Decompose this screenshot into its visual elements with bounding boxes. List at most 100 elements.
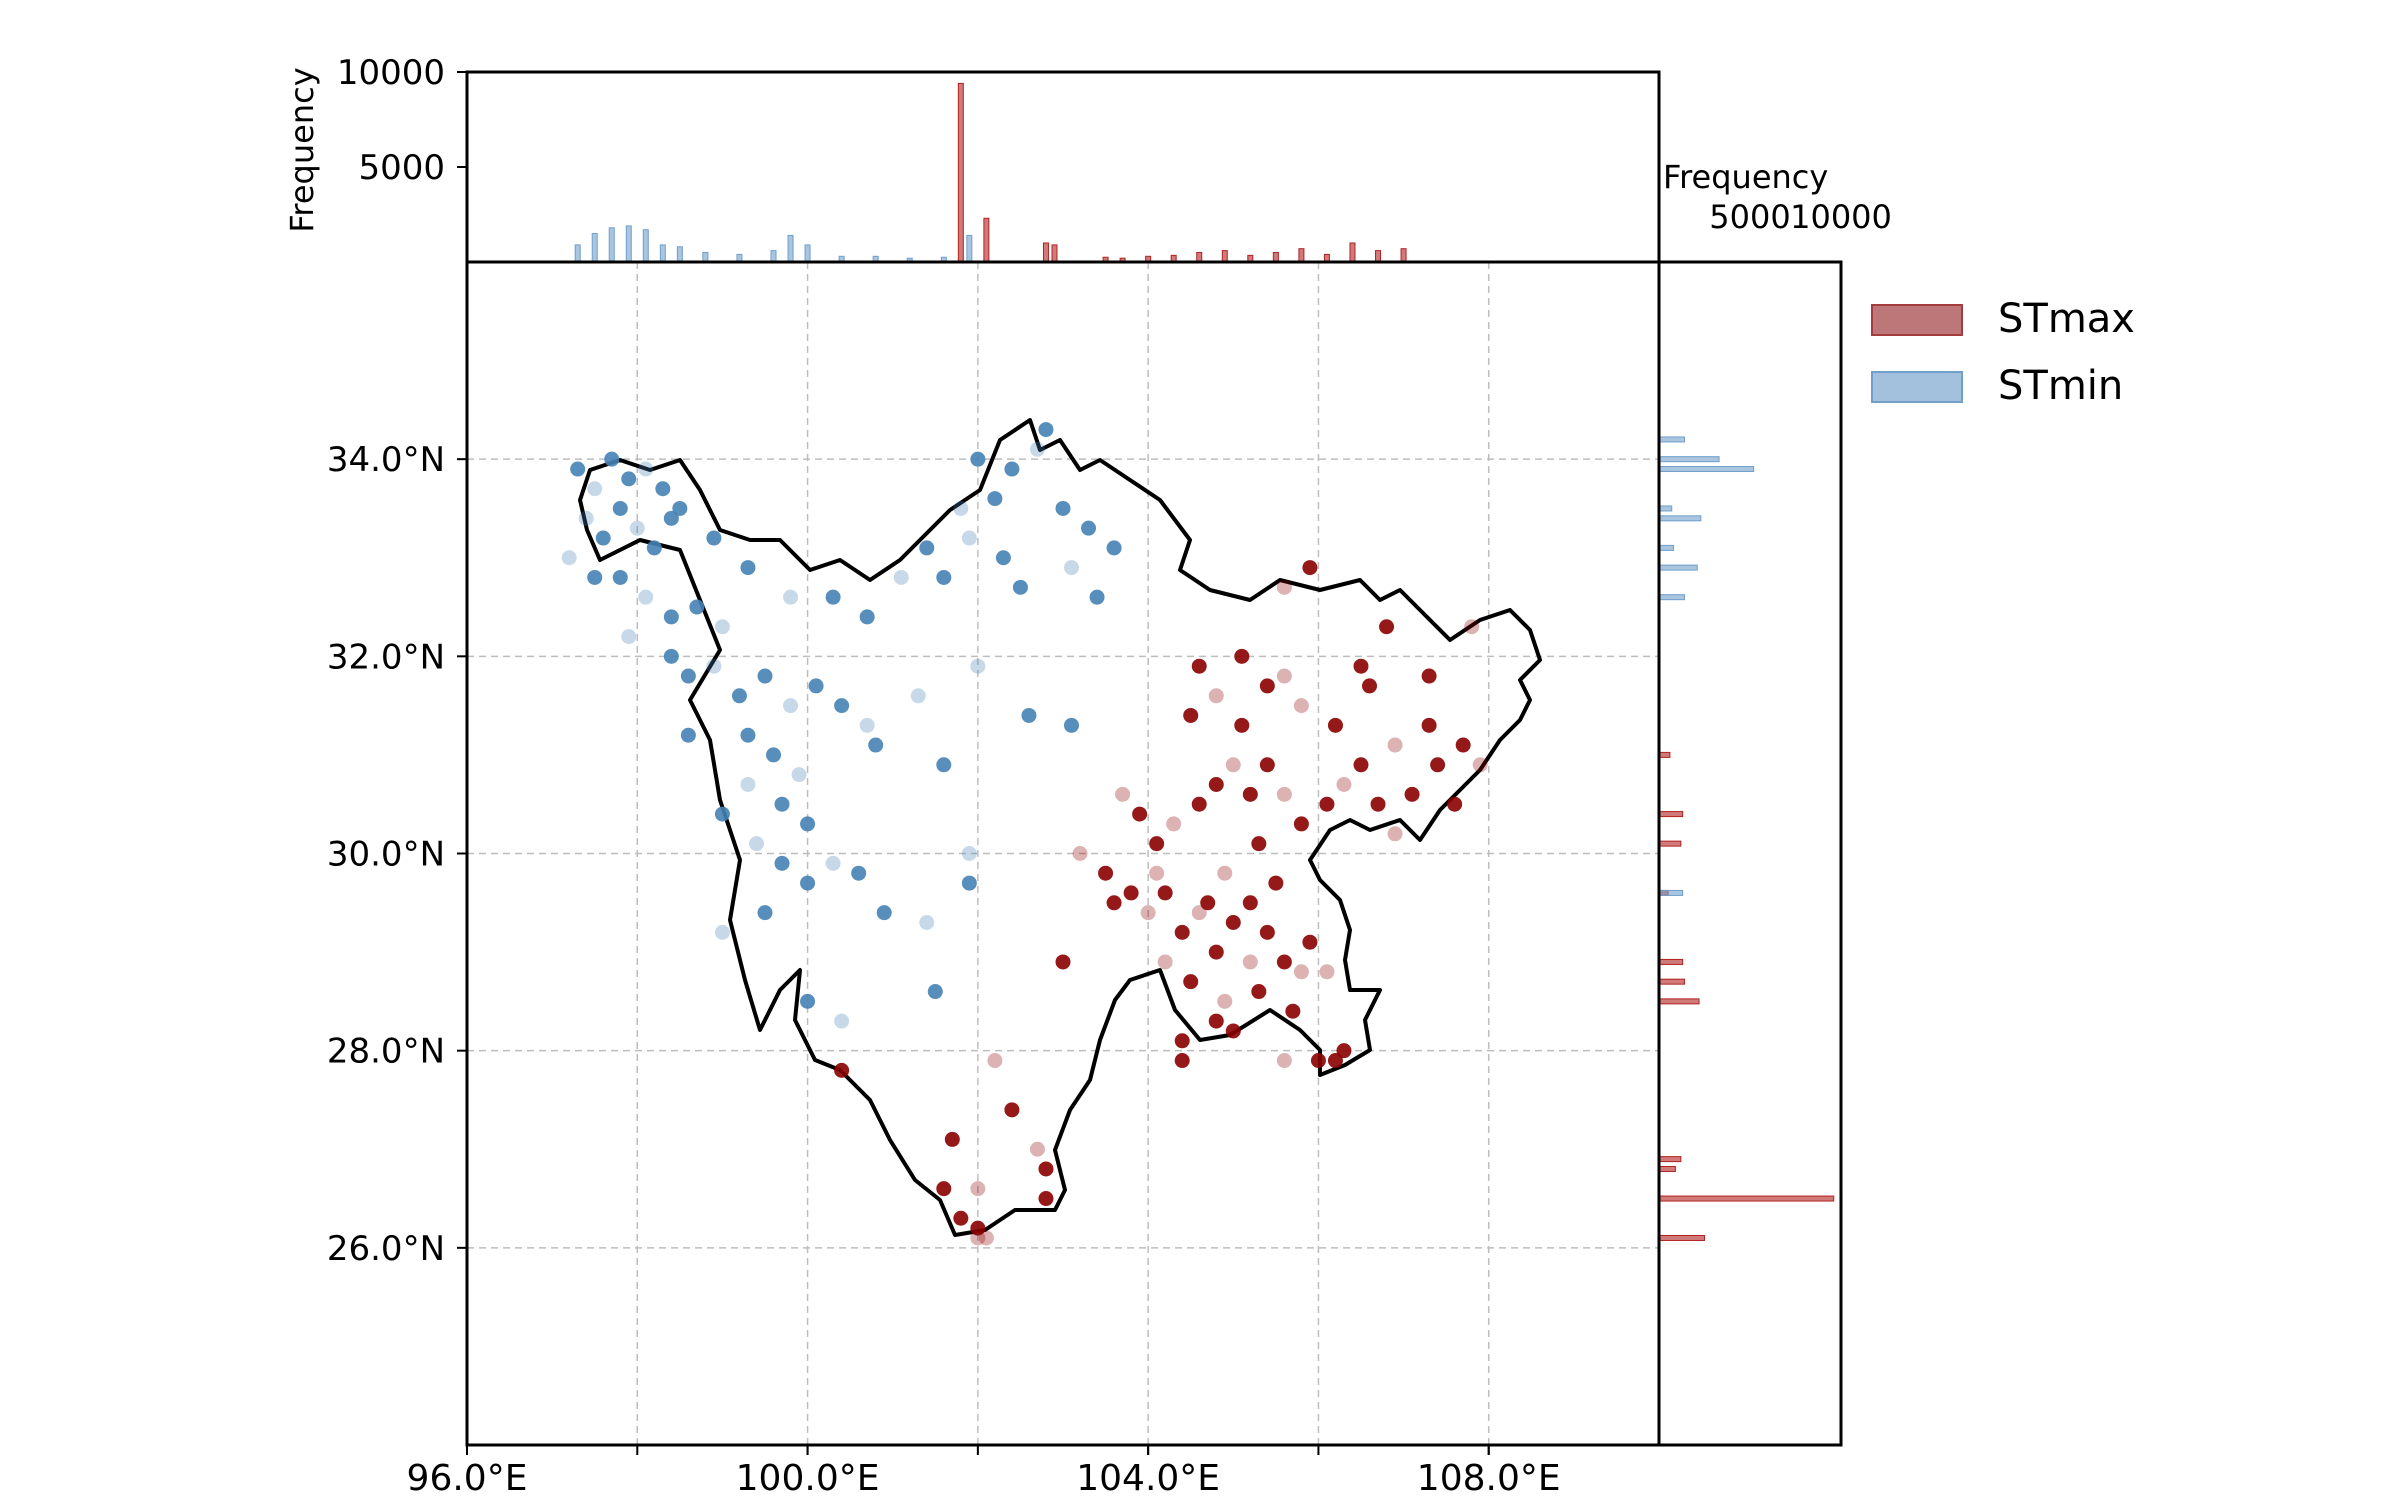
scatter-point-stmin <box>783 589 799 605</box>
scatter-point-stmax <box>1421 668 1437 684</box>
scatter-point-stmin <box>791 767 807 783</box>
scatter-point-stmax <box>1259 757 1275 773</box>
scatter-point-stmax <box>1191 905 1207 921</box>
scatter-point-stmin <box>612 569 628 585</box>
top-bar-stmin <box>804 244 811 263</box>
top-histogram-bars <box>574 82 1407 263</box>
scatter-point-stmin <box>587 481 603 497</box>
scatter-point-stmax <box>1362 678 1378 694</box>
scatter-point-stmin <box>757 668 773 684</box>
scatter-point-stmax <box>1157 954 1173 970</box>
x-tick-label: 108.0°E <box>1417 1458 1561 1499</box>
top-bar-stmax <box>1298 248 1305 263</box>
scatter-point-stmax <box>1421 717 1437 733</box>
scatter-point-stmin <box>689 599 705 615</box>
right-x-tick-label: 5000 <box>1709 198 1790 236</box>
top-bar-stmin <box>770 250 777 263</box>
right-bar-stmax <box>1658 1165 1676 1172</box>
scatter-point-stmin <box>1012 579 1028 595</box>
scatter-point-stmax <box>1353 757 1369 773</box>
scatter-point-stmin <box>774 855 790 871</box>
scatter-point-stmax <box>953 1210 969 1226</box>
scatter-point-stmax <box>1276 786 1292 802</box>
scatter-point-stmax <box>1447 796 1463 812</box>
scatter-point-stmax <box>1115 786 1131 802</box>
scatter-point-stmax <box>970 1181 986 1197</box>
scatter-point-stmin <box>919 540 935 556</box>
scatter-point-stmin <box>621 629 637 645</box>
scatter-point-stmax <box>1276 579 1292 595</box>
legend-swatch-stmax <box>1871 304 1963 336</box>
scatter-point-stmin <box>800 875 816 891</box>
scatter-point-stmin <box>893 569 909 585</box>
scatter-point-stmax <box>1191 796 1207 812</box>
scatter-point-stmax <box>936 1181 952 1197</box>
scatter-point-stmax <box>1404 786 1420 802</box>
scatter-point-stmax <box>1242 786 1258 802</box>
top-bar-stmin <box>676 246 683 263</box>
x-tick-label: 96.0°E <box>407 1458 528 1499</box>
top-bar-stmin <box>642 229 649 263</box>
scatter-point-stmax <box>1259 924 1275 940</box>
scatter-point-stmin <box>961 875 977 891</box>
top-histogram: 5000 10000 Frequency <box>283 53 1661 264</box>
scatter-point-stmin <box>970 451 986 467</box>
scatter-point-stmin <box>621 471 637 487</box>
scatter-point-stmin <box>910 688 926 704</box>
scatter-point-stmax <box>1149 836 1165 852</box>
right-x-tick-label: 10000 <box>1790 198 1892 236</box>
top-y-tick-label: 10000 <box>337 53 445 93</box>
x-tick-label: 104.0°E <box>1076 1458 1220 1499</box>
right-bar-stmax <box>1658 1234 1705 1241</box>
right-bar-stmin <box>1658 544 1675 551</box>
scatter-point-stmax <box>1464 619 1480 635</box>
scatter-point-stmax <box>1302 560 1318 576</box>
scatter-point-stmax <box>1038 1161 1054 1177</box>
top-bar-stmax <box>1375 250 1382 263</box>
scatter-point-stmax <box>978 1230 994 1246</box>
scatter-point-stmax <box>970 1220 986 1236</box>
scatter-point-stmax <box>1072 846 1088 861</box>
scatter-point-stmin <box>987 491 1003 507</box>
scatter-point-stmin <box>638 461 654 477</box>
scatter-point-stmax <box>1251 984 1267 1000</box>
scatter-point-stmax <box>1225 915 1241 931</box>
top-bar-stmax <box>1221 250 1228 263</box>
top-bar-stmax <box>957 82 964 263</box>
scatter-point-stmin <box>629 520 645 536</box>
scatter-point-stmin <box>570 461 586 477</box>
scatter-point-stmin <box>663 510 679 526</box>
scatter-point-stmin <box>961 530 977 546</box>
scatter-point-stmin <box>612 500 628 516</box>
scatter-point-stmin <box>663 609 679 625</box>
scatter-point-stmin <box>757 905 773 921</box>
scatter-point-stmax <box>1302 934 1318 950</box>
scatter-point-stmin <box>825 855 841 871</box>
right-histogram-bars <box>1658 436 1835 1241</box>
scatter-point-stmax <box>1276 954 1292 970</box>
scatter-point-stmin <box>1004 461 1020 477</box>
scatter-point-stmax <box>1191 658 1207 674</box>
scatter-point-stmax <box>1106 895 1122 911</box>
scatter-point-stmin <box>663 648 679 664</box>
scatter-point-stmax <box>1029 1141 1045 1157</box>
scatter-point-stmax <box>1370 796 1386 812</box>
scatter-point-stmin <box>578 510 594 526</box>
scatter-point-stmax <box>1268 875 1284 891</box>
scatter-point-stmax <box>1217 865 1233 881</box>
scatter-point-stmin <box>595 530 611 546</box>
top-bar-stmax <box>983 217 990 263</box>
scatter-point-stmin <box>1029 441 1045 457</box>
scatter-point-stmax <box>1055 954 1071 970</box>
right-histogram-frame <box>1657 260 1843 1447</box>
scatter-point-stmax <box>1276 668 1292 684</box>
scatter-point-stmin <box>859 717 875 733</box>
scatter-point-stmax <box>1225 1023 1241 1039</box>
right-bar-stmax <box>1658 1156 1682 1163</box>
scatter-point-stmax <box>1208 776 1224 792</box>
top-bar-stmin <box>625 225 632 263</box>
scatter-point-stmin <box>834 1013 850 1029</box>
scatter-point-stmin <box>825 589 841 605</box>
scatter-point-stmax <box>1234 648 1250 664</box>
scatter-point-stmax <box>1208 944 1224 960</box>
